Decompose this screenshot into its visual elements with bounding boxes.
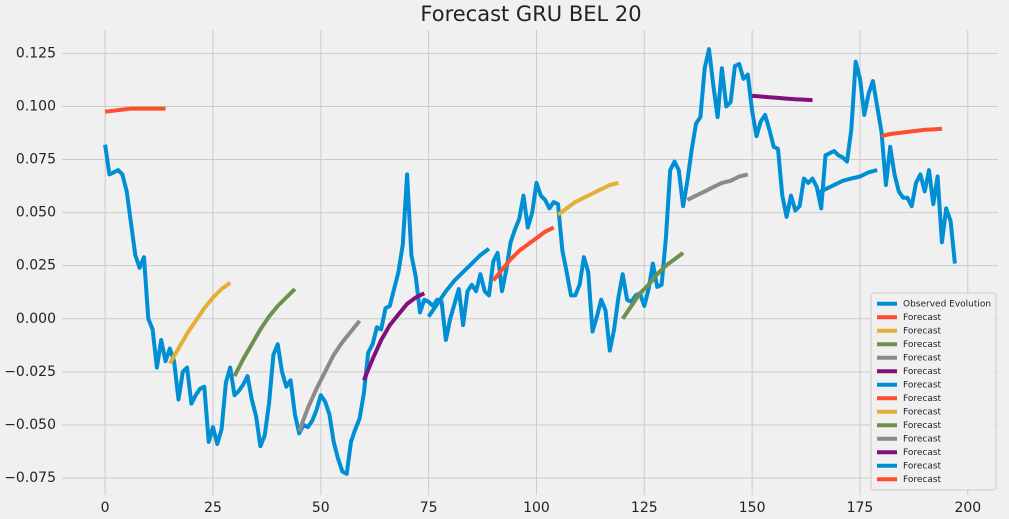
line: [362, 291, 426, 382]
y-tick-label: 0.025: [16, 258, 56, 274]
legend-label: Observed Evolution: [903, 299, 991, 309]
line: [686, 172, 749, 202]
x-tick-label: 125: [631, 500, 658, 516]
line: [104, 106, 166, 114]
y-tick-label: 0.100: [16, 98, 56, 114]
x-tick-label: 175: [847, 500, 874, 516]
line: [103, 47, 957, 476]
y-tick-label: −0.050: [4, 417, 56, 433]
line: [297, 319, 362, 432]
y-tick-label: 0.125: [16, 45, 56, 61]
line: [881, 126, 943, 139]
x-tick-label: 100: [523, 500, 550, 516]
legend-label: Forecast: [903, 340, 942, 350]
x-tick-label: 25: [204, 500, 222, 516]
y-tick-label: −0.075: [4, 470, 56, 486]
legend-label: Forecast: [903, 407, 942, 417]
legend-label: Forecast: [903, 394, 942, 404]
x-tick-label: 150: [739, 500, 766, 516]
x-tick-label: 50: [312, 500, 330, 516]
line: [815, 168, 878, 196]
legend-label: Forecast: [903, 434, 942, 444]
line: [426, 247, 491, 318]
x-tick-label: 200: [954, 500, 981, 516]
y-tick-label: 0.075: [16, 152, 56, 168]
line: [491, 225, 555, 282]
legend-label: Forecast: [903, 475, 942, 485]
legend-label: Forecast: [903, 421, 942, 431]
legend-box: [870, 292, 997, 491]
legend: Observed Evolution Forecast Forecast Foreca…: [870, 292, 997, 491]
x-tick-label: 75: [420, 500, 438, 516]
legend-label: Forecast: [903, 461, 942, 471]
legend-label: Forecast: [903, 326, 942, 336]
legend-label: Forecast: [903, 448, 942, 458]
line: [232, 287, 297, 378]
x-tick-label: 0: [101, 500, 110, 516]
legend-label: Forecast: [903, 380, 942, 390]
legend-label: Forecast: [903, 353, 942, 363]
y-tick-label: 0.000: [16, 311, 56, 327]
y-tick-label: −0.025: [4, 364, 56, 380]
line: [556, 180, 619, 217]
legend-label: Forecast: [903, 313, 942, 323]
chart-title: Forecast GRU BEL 20: [420, 2, 641, 26]
line: [168, 281, 232, 365]
legend-label: Forecast: [903, 367, 942, 377]
line: [751, 93, 813, 103]
line: [621, 251, 685, 320]
y-tick-label: 0.050: [16, 205, 56, 221]
